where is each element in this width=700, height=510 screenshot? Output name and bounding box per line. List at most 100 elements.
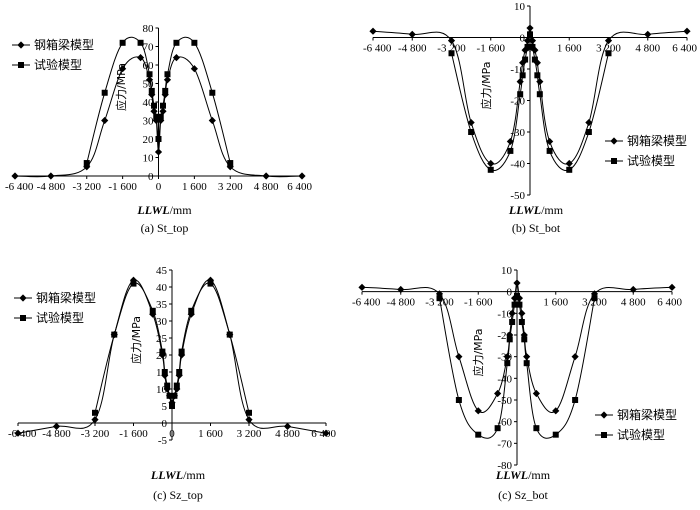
data-point-diamond — [283, 422, 292, 430]
x-axis-title: LLWL/mm — [150, 468, 206, 482]
legend-diamond-icon — [600, 411, 608, 419]
x-axis-title-unit: /mm — [183, 468, 206, 482]
data-point-square — [173, 39, 180, 46]
data-point-square — [522, 56, 529, 63]
data-point-square — [207, 280, 214, 287]
legend-label: 钢箱梁模型 — [627, 133, 687, 148]
data-point-diamond — [526, 24, 534, 32]
data-point-diamond — [552, 407, 560, 415]
y-tick-label: -60 — [497, 417, 512, 429]
data-point-diamond — [516, 78, 524, 86]
panel-caption: (c) Sz_top — [153, 488, 203, 502]
y-tick-label: 10 — [501, 265, 513, 277]
x-tick-label: -6 400 — [5, 181, 34, 193]
legend-diamond-icon — [17, 41, 25, 49]
data-point-diamond — [161, 371, 169, 379]
y-tick-label: 10 — [514, 1, 526, 13]
data-point-diamond — [83, 163, 91, 171]
y-axis-title: 应力/MPa — [479, 61, 493, 109]
data-point-diamond — [494, 389, 502, 398]
x-tick-label: 3 200 — [596, 43, 621, 55]
x-axis-title-var: LLWL — [150, 468, 183, 482]
data-point-diamond — [523, 353, 531, 361]
x-tick-label: 1 600 — [198, 428, 223, 440]
y-tick-label: 40 — [143, 97, 155, 109]
data-point-square — [130, 280, 137, 287]
x-tick-label: -6 400 — [363, 43, 392, 55]
x-axis-title-var: LLWL — [508, 203, 541, 217]
data-point-square — [448, 50, 455, 57]
data-point-square — [164, 382, 171, 389]
x-tick-label: -1 600 — [108, 181, 137, 193]
data-point-diamond — [565, 159, 573, 168]
x-tick-label: 1 600 — [557, 43, 582, 55]
data-point-square — [572, 397, 579, 403]
data-point-square — [529, 43, 536, 50]
data-point-diamond — [172, 54, 181, 62]
y-tick-label: -5 — [158, 435, 168, 447]
data-point-square — [149, 307, 156, 314]
data-point-diamond — [523, 37, 532, 45]
data-point-square — [509, 319, 516, 325]
data-point-square — [523, 360, 530, 367]
data-point-square — [153, 113, 160, 120]
data-point-square — [552, 431, 559, 438]
x-tick-label: -4 800 — [398, 43, 427, 55]
data-point-diamond — [298, 172, 306, 180]
data-point-square — [534, 72, 541, 79]
x-tick-label: -4 800 — [37, 181, 66, 193]
x-axis-title-unit: /mm — [541, 203, 564, 217]
data-point-square — [536, 91, 543, 98]
x-tick-label: 6 400 — [672, 43, 697, 55]
x-tick-label: -3 200 — [437, 43, 466, 55]
x-tick-label: 3 200 — [237, 428, 262, 440]
y-tick-label: 25 — [156, 333, 168, 345]
data-point-diamond — [408, 30, 416, 38]
data-point-square — [519, 72, 526, 79]
data-point-square — [531, 56, 538, 63]
data-point-square — [566, 166, 573, 173]
data-point-square — [176, 369, 183, 375]
data-point-diamond — [208, 116, 216, 125]
data-point-diamond — [262, 172, 270, 180]
data-point-diamond — [518, 309, 526, 317]
y-tick-label: 70 — [143, 42, 155, 54]
y-axis-title: 应力/MPa — [114, 63, 128, 111]
data-point-diamond — [644, 30, 652, 38]
data-point-diamond — [159, 107, 167, 115]
legend-label: 钢箱梁模型 — [34, 37, 94, 52]
data-point-diamond — [369, 27, 377, 35]
data-point-square — [173, 382, 180, 389]
y-tick-label: 5 — [162, 401, 168, 413]
data-point-square — [146, 71, 153, 78]
data-point-square — [83, 160, 90, 167]
x-tick-label: -6 400 — [8, 428, 37, 440]
data-point-square — [591, 295, 598, 302]
data-point-diamond — [683, 27, 691, 35]
legend-square-icon — [18, 62, 24, 68]
legend-diamond-icon — [19, 294, 27, 302]
y-tick-label: 0 — [507, 287, 513, 299]
data-point-square — [511, 301, 518, 308]
x-tick-label: 4 800 — [275, 428, 300, 440]
chart-panel-2: -6 400 -4 800 -3 200 -1 600 0 1 600 3 200 4 800… — [363, 1, 698, 235]
data-point-square — [159, 348, 166, 355]
y-tick-label: 50 — [143, 79, 155, 91]
data-point-diamond — [119, 65, 127, 73]
data-point-square — [137, 39, 144, 46]
y-tick-label: 40 — [156, 282, 168, 294]
x-axis-title: LLWL/mm — [508, 203, 564, 217]
x-tick-label: -4 800 — [42, 428, 71, 440]
data-point-diamond — [474, 407, 482, 415]
y-tick-label: 10 — [143, 153, 155, 165]
data-point-diamond — [447, 37, 456, 45]
data-point-square — [101, 89, 108, 96]
data-point-square — [506, 336, 513, 343]
data-point-square — [436, 295, 443, 302]
x-tick-label: 4 800 — [254, 181, 279, 193]
data-point-square — [226, 331, 233, 338]
x-tick-label: 4 800 — [621, 297, 646, 309]
data-point-diamond — [163, 76, 172, 84]
legend-label: 钢箱梁模型 — [617, 407, 677, 422]
